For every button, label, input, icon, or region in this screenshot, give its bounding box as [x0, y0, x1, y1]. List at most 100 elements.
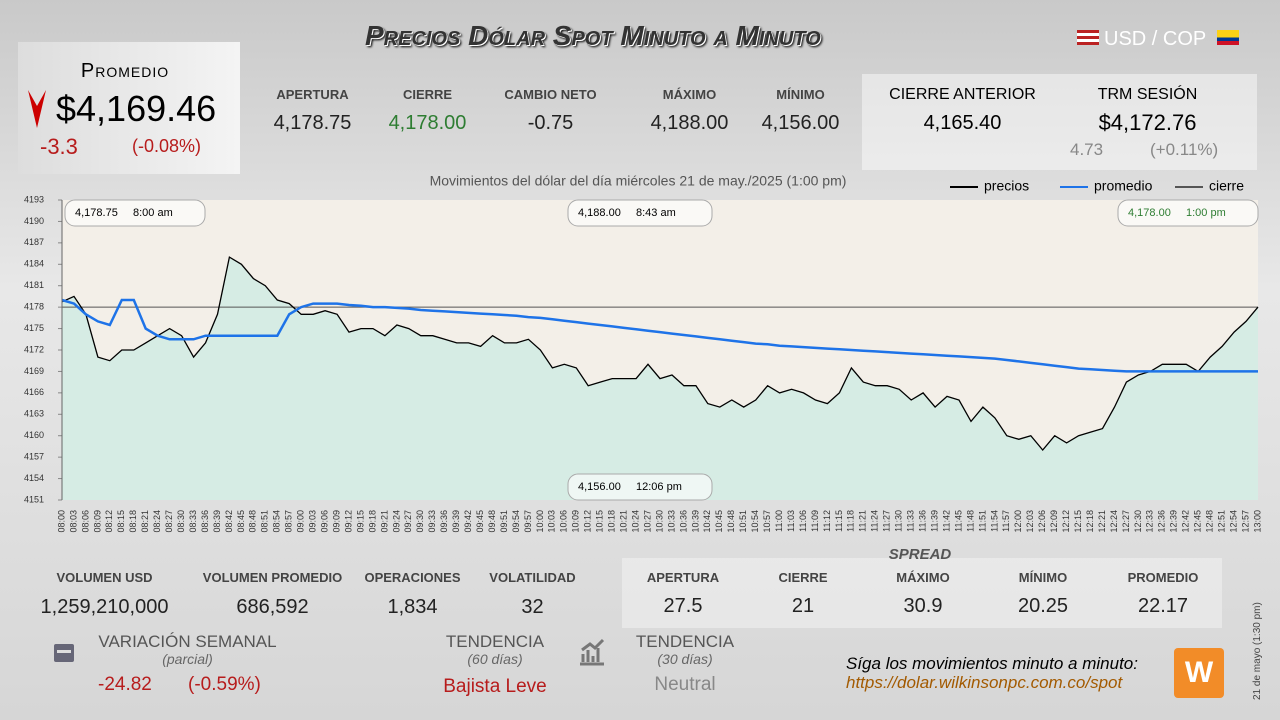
- stat-label: APERTURA: [276, 87, 349, 102]
- spread-value: 20.25: [1017, 595, 1069, 617]
- volume-value: 1,259,210,000: [40, 596, 169, 618]
- volume-label: OPERACIONES: [364, 570, 461, 585]
- spread-label: MÍNIMO: [1018, 570, 1068, 585]
- x-tick-label: 09:06: [319, 510, 329, 533]
- x-tick-label: 12:15: [1073, 510, 1083, 533]
- x-tick-label: 11:36: [917, 510, 927, 532]
- annotation-time: 8:00 am: [133, 207, 173, 219]
- legend-label: promedio: [1094, 178, 1153, 194]
- x-tick-label: 08:03: [68, 510, 78, 533]
- spread-value: 21: [791, 595, 815, 617]
- chart: Movimientos del dólar del día miércoles …: [24, 173, 1262, 533]
- trm-value: $4,172.76: [1098, 110, 1197, 135]
- x-tick-label: 09:18: [367, 510, 377, 533]
- y-tick-label: 4178: [24, 302, 44, 312]
- x-tick-label: 10:06: [559, 510, 569, 533]
- spread-label: APERTURA: [646, 570, 720, 585]
- x-tick-label: 10:42: [702, 510, 712, 533]
- volume-value: 1,834: [387, 596, 438, 618]
- x-tick-label: 12:24: [1109, 510, 1119, 533]
- annotation-box: [1117, 199, 1259, 227]
- x-tick-label: 11:18: [846, 510, 856, 532]
- flag-co: [1217, 30, 1239, 45]
- x-tick-label: 09:24: [391, 510, 401, 533]
- spread-box: [622, 558, 1222, 628]
- stat-label: CIERRE: [402, 87, 453, 102]
- annotation-time: 8:43 am: [636, 207, 676, 219]
- x-tick-label: 10:09: [571, 510, 581, 533]
- volume-label: VOLATILIDAD: [489, 570, 576, 585]
- x-tick-label: 11:06: [798, 510, 808, 532]
- y-tick-label: 4190: [24, 216, 44, 226]
- x-tick-label: 08:06: [80, 510, 90, 533]
- x-tick-label: 08:57: [284, 510, 294, 533]
- stat-value: 4,178.00: [388, 112, 467, 134]
- trend-icon: [580, 638, 605, 666]
- x-tick-label: 09:30: [415, 510, 425, 533]
- annotation-box: [64, 199, 206, 227]
- annotation-time: 1:00 pm: [1186, 207, 1226, 219]
- y-tick-label: 4160: [24, 430, 44, 440]
- trm-label: TRM SESIÓN: [1097, 86, 1198, 103]
- annotation-time: 12:06 pm: [636, 481, 682, 493]
- x-tick-label: 11:15: [834, 510, 844, 532]
- x-tick-label: 09:12: [343, 510, 353, 533]
- footer-url[interactable]: https://dolar.wilkinsonpc.com.co/spot: [846, 673, 1123, 692]
- spread-value: 22.17: [1137, 595, 1189, 617]
- x-tick-label: 09:36: [439, 510, 449, 533]
- area: [62, 257, 1258, 500]
- x-tick-label: 10:12: [583, 510, 593, 533]
- x-tick-label: 11:45: [953, 510, 963, 532]
- x-tick-label: 11:00: [774, 510, 784, 532]
- weekly-change: -24.82: [98, 674, 152, 695]
- y-tick-label: 4184: [24, 259, 44, 269]
- x-tick-label: 09:00: [296, 510, 306, 533]
- x-tick-label: 09:03: [308, 510, 318, 533]
- x-tick-label: 09:51: [499, 510, 509, 533]
- trend30-note: (30 días): [657, 651, 713, 667]
- x-tick-label: 09:54: [511, 510, 521, 533]
- annotation-box: [567, 199, 713, 227]
- stat-label: MÍNIMO: [776, 87, 825, 102]
- trend30-label: TENDENCIA: [635, 632, 735, 651]
- trend30-value: Neutral: [654, 674, 716, 695]
- stat-label: MÁXIMO: [662, 87, 717, 102]
- pair: USD / COP: [1104, 28, 1207, 50]
- annotation-value: 4,178.75: [75, 207, 118, 219]
- x-tick-label: 08:12: [104, 510, 114, 533]
- x-tick-label: 08:09: [92, 510, 102, 533]
- x-tick-label: 09:15: [355, 510, 365, 533]
- x-tick-label: 11:33: [906, 510, 916, 532]
- annotation-value: 4,188.00: [578, 207, 621, 219]
- x-tick-label: 12:33: [1145, 510, 1155, 533]
- x-tick-label: 11:51: [977, 510, 987, 532]
- x-tick-label: 10:15: [595, 510, 605, 533]
- x-tick-label: 09:33: [427, 510, 437, 533]
- line: [61, 298, 1258, 373]
- x-tick-label: 10:18: [607, 510, 617, 533]
- x-tick-label: 11:21: [858, 510, 868, 532]
- title: Precios Dólar Spot Minuto a Minuto: [365, 20, 821, 51]
- x-tick-label: 08:54: [272, 510, 282, 533]
- x-tick-label: 10:30: [654, 510, 664, 533]
- x-tick-label: 11:03: [786, 510, 796, 532]
- line: [61, 256, 1259, 452]
- x-tick-label: 08:39: [212, 510, 222, 533]
- x-tick-label: 12:36: [1157, 510, 1167, 533]
- x-tick-label: 12:09: [1049, 510, 1059, 533]
- logo[interactable]: W: [1174, 648, 1224, 698]
- prev-box: [862, 74, 1257, 170]
- x-tick-label: 12:57: [1240, 510, 1250, 533]
- x-tick-label: 10:03: [547, 510, 557, 533]
- weekly-note: (parcial): [162, 651, 213, 667]
- volume-value: 686,592: [236, 596, 309, 618]
- x-tick-label: 11:42: [941, 510, 951, 532]
- prev-close-label: CIERRE ANTERIOR: [889, 86, 1036, 103]
- chart-title: Movimientos del dólar del día miércoles …: [430, 173, 847, 189]
- x-tick-label: 12:48: [1205, 510, 1215, 533]
- x-tick-label: 11:39: [929, 510, 939, 532]
- trend60-value: Bajista Leve: [443, 676, 547, 697]
- x-tick-label: 08:45: [236, 510, 246, 533]
- x-tick-label: 12:06: [1037, 510, 1047, 533]
